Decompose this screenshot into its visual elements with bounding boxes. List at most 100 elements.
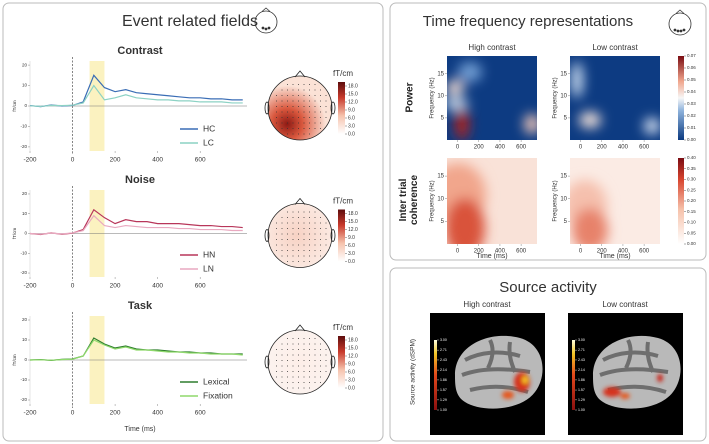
- tick-label: 400: [152, 283, 163, 290]
- sensor: [281, 122, 283, 124]
- sensor: [298, 360, 299, 361]
- column-title: Low contrast: [602, 300, 648, 309]
- tick-label: 20: [22, 62, 28, 67]
- sensor: [314, 106, 316, 107]
- sensor: [292, 354, 294, 356]
- sensor: [298, 239, 299, 240]
- sensor: [292, 106, 294, 107]
- sensor: [320, 371, 321, 372]
- tick-label: 2.14: [440, 368, 447, 372]
- sensor: [287, 239, 288, 240]
- head-outline: [294, 197, 306, 205]
- sensor: [298, 233, 299, 235]
- sensor: [281, 371, 283, 372]
- sensor: [303, 338, 305, 339]
- tick-label: 15: [437, 71, 444, 77]
- sensor: [281, 128, 283, 129]
- sensor: [276, 244, 277, 246]
- sensor: [281, 354, 283, 356]
- sensor: [292, 122, 294, 124]
- sensor: [298, 89, 299, 91]
- tick-label: 15.0: [348, 91, 358, 97]
- sensor: [309, 106, 310, 107]
- sensor: [298, 128, 299, 129]
- sensor: [325, 244, 327, 246]
- tick-label: -10: [20, 250, 27, 255]
- sensor: [314, 239, 316, 240]
- tick-label: 0.03: [687, 101, 696, 106]
- tick-label: -20: [20, 270, 27, 275]
- x-axis-label: Time (ms): [599, 253, 630, 260]
- sensor: [281, 222, 283, 224]
- sensor: [298, 250, 299, 251]
- sensor: [287, 228, 288, 229]
- x-axis-label: Time (ms): [124, 426, 155, 433]
- tick-label: -200: [23, 283, 36, 290]
- legend-label: Lexical: [203, 376, 230, 386]
- tick-label: 10: [437, 93, 444, 99]
- tick-label: 1.86: [578, 378, 585, 382]
- tick-label: 10: [437, 196, 444, 202]
- sensor: [309, 365, 310, 367]
- sensor: [303, 211, 305, 213]
- sensor: [281, 382, 283, 383]
- sensor: [309, 354, 310, 356]
- tick-label: 9.0: [348, 107, 355, 113]
- sensor: [309, 360, 310, 361]
- sensor: [298, 84, 299, 85]
- tick-label: 0.20: [687, 198, 696, 203]
- tick-label: 200: [474, 145, 485, 151]
- sensor: [292, 365, 294, 367]
- sensor: [309, 100, 310, 102]
- sensor: [298, 261, 299, 262]
- head-outline: [294, 70, 306, 78]
- tick-label: 18.0: [348, 211, 358, 217]
- sensor: [287, 128, 288, 129]
- tick-label: 600: [639, 145, 650, 151]
- sensor: [298, 387, 299, 389]
- tick-label: 10: [560, 196, 567, 202]
- tick-label: 15.0: [348, 345, 358, 351]
- tick-label: 0: [579, 249, 583, 255]
- sensor: [281, 255, 283, 257]
- sensor: [325, 354, 327, 356]
- tick-label: 0.00: [687, 241, 696, 246]
- sensor: [281, 100, 283, 102]
- sensor: [309, 95, 310, 96]
- tick-label: 0.01: [687, 125, 696, 130]
- row-label: Inter trial coherence: [398, 174, 420, 226]
- sensor: [320, 122, 321, 124]
- sensor: [314, 117, 316, 118]
- series-line: [29, 84, 243, 108]
- tick-label: 0.10: [687, 220, 696, 225]
- tick-label: 12.0: [348, 99, 358, 105]
- sensor: [292, 371, 294, 372]
- y-axis-label: Frequency (Hz): [553, 77, 559, 118]
- sensor: [287, 349, 288, 350]
- sensor: [292, 376, 294, 378]
- sensor: [309, 387, 310, 389]
- sensor: [303, 228, 305, 229]
- sensor: [287, 222, 288, 224]
- sensor: [309, 128, 310, 129]
- sensor: [292, 382, 294, 383]
- tf-image: [447, 158, 537, 244]
- tick-label: 400: [152, 410, 163, 417]
- legend-label: HN: [203, 249, 215, 259]
- sensor: [298, 376, 299, 378]
- topomap: [267, 75, 333, 141]
- tick-label: 18.0: [348, 337, 358, 343]
- tick-label: 200: [597, 249, 608, 255]
- sensor: [320, 255, 321, 257]
- sensor: [320, 233, 321, 235]
- tick-label: 1.29: [440, 398, 447, 402]
- sensor: [298, 117, 299, 118]
- sensor: [303, 244, 305, 246]
- sensor: [287, 111, 288, 113]
- tick-label: 200: [110, 157, 121, 164]
- sensor: [276, 365, 277, 367]
- sensor: [320, 382, 321, 383]
- sensor: [314, 84, 316, 85]
- colorbar-unit: fT/cm: [333, 197, 353, 206]
- sensor: [314, 128, 316, 129]
